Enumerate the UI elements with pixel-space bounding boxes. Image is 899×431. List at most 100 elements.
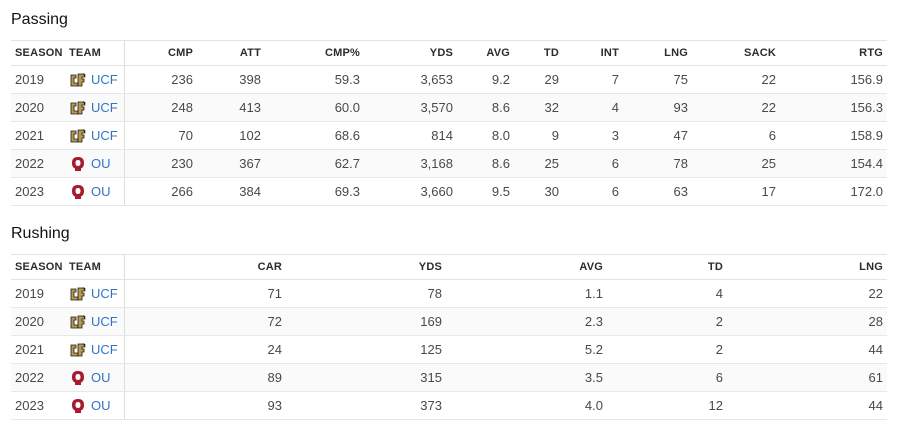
col-att[interactable]: ATT	[193, 40, 261, 66]
team-link[interactable]: UCF	[91, 72, 118, 87]
col-rtg[interactable]: RTG	[776, 40, 887, 66]
rushing-yds-cell: 125	[282, 335, 442, 364]
team-cell: UCF	[66, 65, 125, 94]
passing-pct-cell: 59.3	[261, 65, 360, 94]
passing-yds-cell: 814	[360, 121, 453, 150]
rushing-avg-cell: 1.1	[442, 279, 603, 308]
passing-pct-cell: 62.7	[261, 149, 360, 178]
passing-cmp-cell: 230	[124, 149, 193, 178]
team-link[interactable]: UCF	[91, 314, 118, 329]
team-link[interactable]: UCF	[91, 286, 118, 301]
passing-pct-cell: 68.6	[261, 121, 360, 150]
col-sack[interactable]: SACK	[688, 40, 776, 66]
passing-cmp-cell: 248	[124, 93, 193, 122]
team-link[interactable]: UCF	[91, 128, 118, 143]
season-cell: 2022	[11, 149, 66, 178]
team-cell: OU	[66, 149, 125, 178]
col-avg[interactable]: AVG	[442, 254, 603, 280]
col-car[interactable]: CAR	[124, 254, 282, 280]
team-link[interactable]: OU	[91, 370, 111, 385]
table-row: 2020 UCF 72 169 2.3 2 28	[11, 307, 887, 336]
passing-avg-cell: 8.0	[453, 121, 510, 150]
col-season[interactable]: SEASON	[11, 254, 66, 280]
col-cmp[interactable]: CMP	[124, 40, 193, 66]
season-cell: 2019	[11, 65, 66, 94]
passing-avg-cell: 8.6	[453, 149, 510, 178]
team-cell: OU	[66, 363, 125, 392]
passing-td-cell: 29	[510, 65, 559, 94]
table-row: 2023 OU 266 384 69.3 3,660 9.5 30 6 63 17 172.0	[11, 177, 887, 206]
passing-rtg-cell: 154.4	[776, 149, 887, 178]
col-lng[interactable]: LNG	[723, 254, 887, 280]
passing-att-cell: 102	[193, 121, 261, 150]
passing-lng-cell: 47	[619, 121, 688, 150]
team-link[interactable]: UCF	[91, 342, 118, 357]
table-row: 2022 OU 89 315 3.5 6 61	[11, 363, 887, 392]
rushing-car-cell: 89	[124, 363, 282, 392]
rushing-title: Rushing	[11, 225, 70, 242]
col-avg[interactable]: AVG	[453, 40, 510, 66]
ucf-logo-icon[interactable]	[69, 100, 87, 116]
col-lng[interactable]: LNG	[619, 40, 688, 66]
passing-yds-cell: 3,570	[360, 93, 453, 122]
rushing-avg-cell: 4.0	[442, 391, 603, 420]
team-cell: UCF	[66, 279, 125, 308]
rushing-car-cell: 93	[124, 391, 282, 420]
team-link[interactable]: OU	[91, 156, 111, 171]
table-row: 2023 OU 93 373 4.0 12 44	[11, 391, 887, 420]
passing-rtg-cell: 172.0	[776, 177, 887, 206]
ucf-logo-icon[interactable]	[69, 342, 87, 358]
passing-sack-cell: 17	[688, 177, 776, 206]
col-team[interactable]: TEAM	[66, 254, 125, 280]
passing-table: SEASON TEAM CMP ATT CMP% YDS AVG TD INT …	[11, 40, 887, 206]
col-season[interactable]: SEASON	[11, 40, 66, 66]
rushing-header-row: SEASON TEAM CAR YDS AVG TD LNG	[11, 254, 887, 280]
ou-logo-icon[interactable]	[69, 156, 87, 172]
rushing-avg-cell: 5.2	[442, 335, 603, 364]
col-yds[interactable]: YDS	[282, 254, 442, 280]
passing-td-cell: 9	[510, 121, 559, 150]
rushing-lng-cell: 22	[723, 279, 887, 308]
team-cell: UCF	[66, 335, 125, 364]
rushing-yds-cell: 78	[282, 279, 442, 308]
col-yds[interactable]: YDS	[360, 40, 453, 66]
season-cell: 2020	[11, 93, 66, 122]
col-int[interactable]: INT	[559, 40, 619, 66]
team-link[interactable]: OU	[91, 184, 111, 199]
passing-lng-cell: 93	[619, 93, 688, 122]
col-cmp-pct[interactable]: CMP%	[261, 40, 360, 66]
col-td[interactable]: TD	[510, 40, 559, 66]
passing-header-row: SEASON TEAM CMP ATT CMP% YDS AVG TD INT …	[11, 40, 887, 66]
rushing-td-cell: 6	[603, 363, 723, 392]
ucf-logo-icon[interactable]	[69, 72, 87, 88]
passing-rtg-cell: 158.9	[776, 121, 887, 150]
passing-title: Passing	[11, 11, 68, 28]
ucf-logo-icon[interactable]	[69, 128, 87, 144]
ou-logo-icon[interactable]	[69, 398, 87, 414]
season-cell: 2019	[11, 279, 66, 308]
rushing-lng-cell: 44	[723, 335, 887, 364]
ucf-logo-icon[interactable]	[69, 286, 87, 302]
table-row: 2021 UCF 24 125 5.2 2 44	[11, 335, 887, 364]
passing-td-cell: 32	[510, 93, 559, 122]
ucf-logo-icon[interactable]	[69, 314, 87, 330]
rushing-avg-cell: 3.5	[442, 363, 603, 392]
rushing-yds-cell: 373	[282, 391, 442, 420]
passing-int-cell: 6	[559, 177, 619, 206]
season-cell: 2021	[11, 335, 66, 364]
ou-logo-icon[interactable]	[69, 370, 87, 386]
rushing-lng-cell: 28	[723, 307, 887, 336]
col-team[interactable]: TEAM	[66, 40, 125, 66]
passing-yds-cell: 3,168	[360, 149, 453, 178]
passing-yds-cell: 3,660	[360, 177, 453, 206]
team-link[interactable]: UCF	[91, 100, 118, 115]
passing-int-cell: 7	[559, 65, 619, 94]
season-cell: 2021	[11, 121, 66, 150]
ou-logo-icon[interactable]	[69, 184, 87, 200]
table-row: 2022 OU 230 367 62.7 3,168 8.6 25 6 78 25 154.4	[11, 149, 887, 178]
rushing-td-cell: 2	[603, 335, 723, 364]
col-td[interactable]: TD	[603, 254, 723, 280]
passing-att-cell: 413	[193, 93, 261, 122]
team-link[interactable]: OU	[91, 398, 111, 413]
passing-att-cell: 384	[193, 177, 261, 206]
